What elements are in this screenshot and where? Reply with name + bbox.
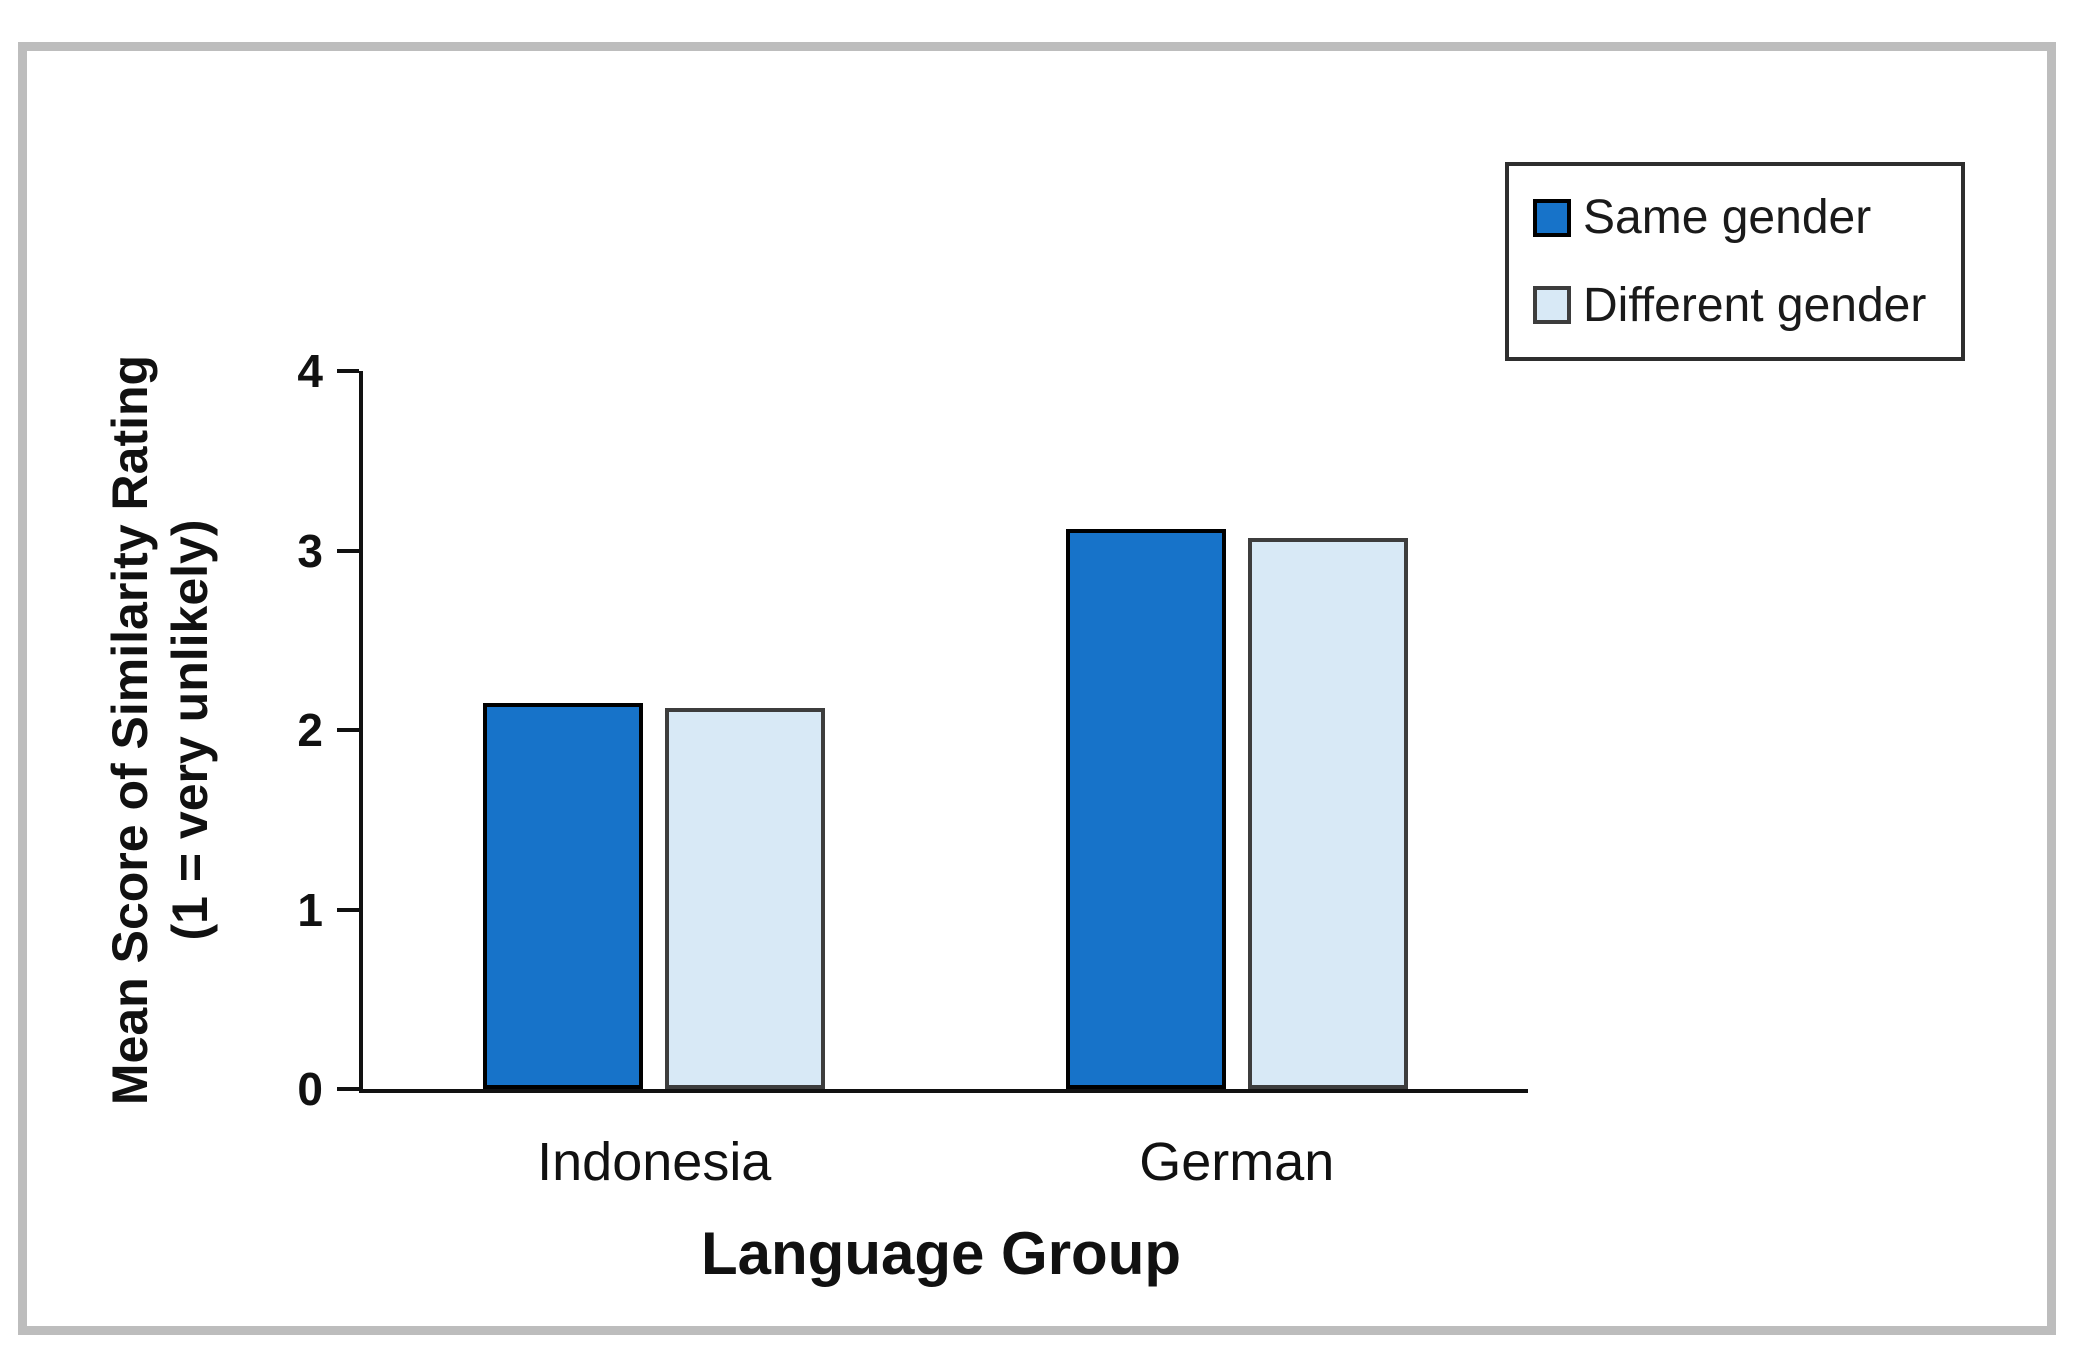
- chart-frame: 0 1 2 3 4 Indonesia German Mean Score of Simil…: [18, 42, 2056, 1335]
- bar-indonesia-different-gender: [665, 708, 826, 1089]
- y-tick-mark-1: [337, 907, 359, 912]
- legend: Same gender Different gender: [1505, 162, 1965, 361]
- bar-german-same-gender: [1065, 528, 1226, 1089]
- y-tick-label-0: 0: [297, 1063, 323, 1115]
- bar-indonesia-same-gender: [483, 703, 644, 1089]
- y-tick-label-1: 1: [297, 883, 323, 936]
- y-tick-mark-4: [337, 369, 359, 373]
- y-axis-title-line1: Mean Score of Similarity Rating: [102, 354, 158, 1106]
- y-axis-title-line2: (1 = very unlikely): [162, 519, 218, 941]
- bar-german-different-gender: [1247, 537, 1408, 1089]
- plot-area: 0 1 2 3 4 Indonesia German: [297, 345, 1528, 1192]
- x-category-label-indonesia: Indonesia: [537, 1132, 772, 1192]
- y-tick-label-2: 2: [297, 704, 323, 756]
- y-tick-label-4: 4: [297, 345, 323, 397]
- y-axis-title: Mean Score of Similarity Rating (1 = ver…: [100, 230, 230, 1230]
- y-tick-mark-3: [337, 548, 359, 553]
- y-tick-mark-2: [337, 728, 359, 732]
- legend-label-same-gender: Same gender: [1583, 191, 1872, 245]
- y-tick-mark-0: [337, 1087, 359, 1091]
- legend-label-different-gender: Different gender: [1583, 278, 1927, 332]
- x-category-label-german: German: [1139, 1132, 1335, 1192]
- legend-item-same-gender: Same gender: [1533, 190, 1951, 245]
- legend-item-different-gender: Different gender: [1533, 278, 1951, 333]
- different-gender-swatch: [1533, 286, 1571, 325]
- x-axis-title: Language Group: [701, 1220, 1181, 1287]
- y-tick-label-3: 3: [297, 524, 323, 577]
- same-gender-swatch: [1533, 198, 1571, 237]
